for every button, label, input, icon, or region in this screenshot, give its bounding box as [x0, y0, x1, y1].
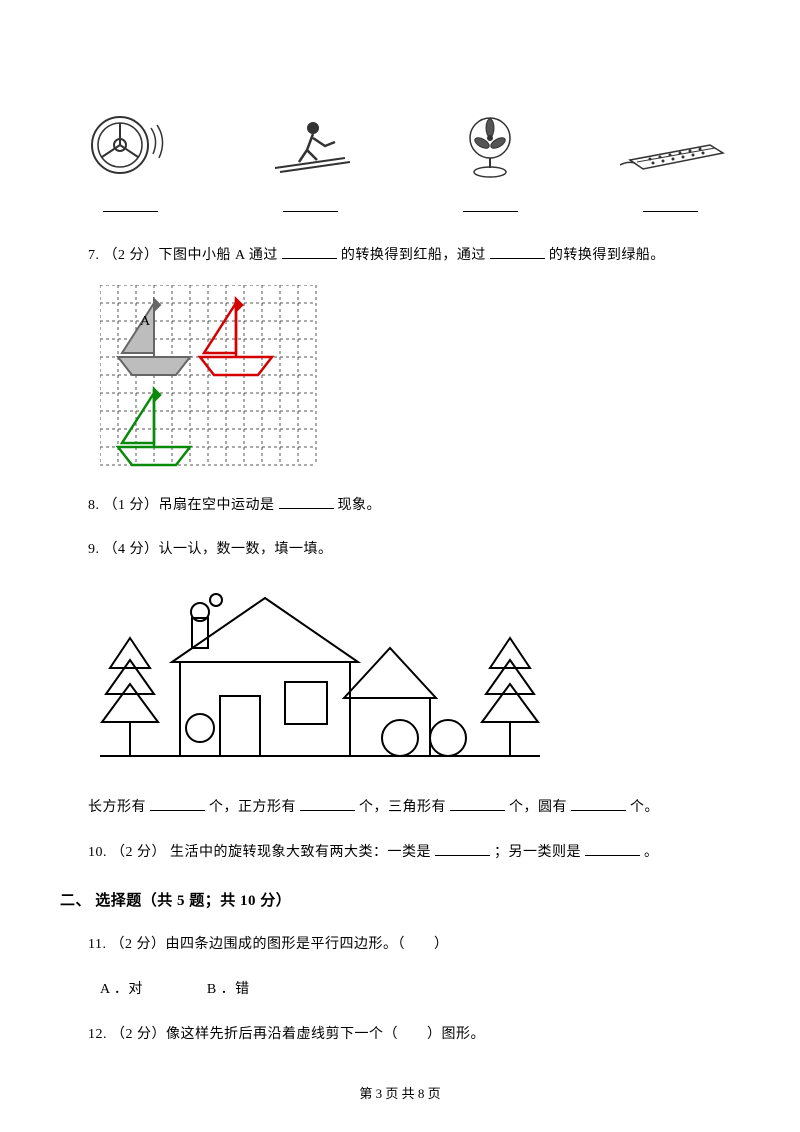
- q9-blank-rect[interactable]: [150, 796, 205, 811]
- q7-mid: 的转换得到红船，通过: [341, 248, 486, 263]
- q9-fill-e: 个。: [630, 800, 659, 815]
- q9-fill-d: 个，圆有: [509, 800, 567, 815]
- q11-opt-a[interactable]: A ．对: [100, 982, 143, 997]
- q11-options: A ．对 B ．错: [100, 977, 250, 1004]
- page-footer: 第 3 页 共 8 页: [0, 1083, 800, 1102]
- q11-text: 11. （2 分）由四条边围成的图形是平行四边形。（ ）: [60, 932, 448, 959]
- q10-blank1[interactable]: [435, 841, 490, 856]
- q10: 10. （2 分） 生活中的旋转现象大致有两大类：一类是 ；另一类则是 。: [60, 840, 740, 867]
- boat-red: [200, 299, 272, 375]
- q12-text: 12. （2 分）像这样先折后再沿着虚线剪下一个（ ）图形。: [60, 1022, 485, 1049]
- q8-suffix: 现象。: [338, 498, 382, 513]
- q10-prefix: 10. （2 分） 生活中的旋转现象大致有两大类：一类是: [88, 845, 431, 860]
- q9-fill: 长方形有 个，正方形有 个，三角形有 个，圆有 个。: [60, 795, 740, 822]
- q10-mid: ；另一类则是: [494, 845, 581, 860]
- boat-grid: A: [100, 285, 330, 475]
- q8-blank[interactable]: [279, 494, 334, 509]
- q10-blank2[interactable]: [585, 841, 640, 856]
- page-root: 7. （2 分）下图中小船 A 通过 的转换得到红船，通过 的转换得到绿船。 A: [0, 0, 800, 1132]
- q7-blank1[interactable]: [282, 244, 337, 259]
- house-figure: [100, 578, 540, 768]
- wheel-icon: [60, 110, 200, 180]
- q7-prefix: 7. （2 分）下图中小船 A 通过: [88, 248, 278, 263]
- icon-blanks: [60, 195, 740, 217]
- q9-fill-b: 个，正方形有: [209, 800, 296, 815]
- q9-fill-c: 个，三角形有: [359, 800, 446, 815]
- q9-blank-square[interactable]: [300, 796, 355, 811]
- q11-opt-b[interactable]: B ．错: [207, 982, 250, 997]
- section-2-title: 二、 选择题（共 5 题；共 10 分）: [60, 887, 291, 916]
- label-A: A: [140, 314, 151, 329]
- q10-suffix: 。: [644, 845, 659, 860]
- q7-suffix: 的转换得到绿船。: [549, 248, 665, 263]
- q9-blank-tri[interactable]: [450, 796, 505, 811]
- tree-right: [482, 638, 538, 756]
- icon-row: [60, 110, 740, 180]
- q7-blank2[interactable]: [490, 244, 545, 259]
- skier-icon: [240, 110, 380, 180]
- tree-left: [102, 638, 158, 756]
- q9: 9. （4 分）认一认，数一数，填一填。: [60, 537, 333, 564]
- q9-text: 9. （4 分）认一认，数一数，填一填。: [60, 537, 333, 564]
- q11: 11. （2 分）由四条边围成的图形是平行四边形。（ ）: [60, 932, 448, 959]
- q12: 12. （2 分）像这样先折后再沿着虚线剪下一个（ ）图形。: [60, 1022, 485, 1049]
- q8: 8. （1 分）吊扇在空中运动是 现象。: [60, 493, 381, 520]
- q8-prefix: 8. （1 分）吊扇在空中运动是: [88, 498, 275, 513]
- q9-fill-a: 长方形有: [88, 800, 146, 815]
- fan-icon: [420, 110, 560, 180]
- q9-blank-circle[interactable]: [571, 796, 626, 811]
- q7: 7. （2 分）下图中小船 A 通过 的转换得到红船，通过 的转换得到绿船。: [60, 243, 740, 270]
- abacus-icon: [600, 115, 740, 175]
